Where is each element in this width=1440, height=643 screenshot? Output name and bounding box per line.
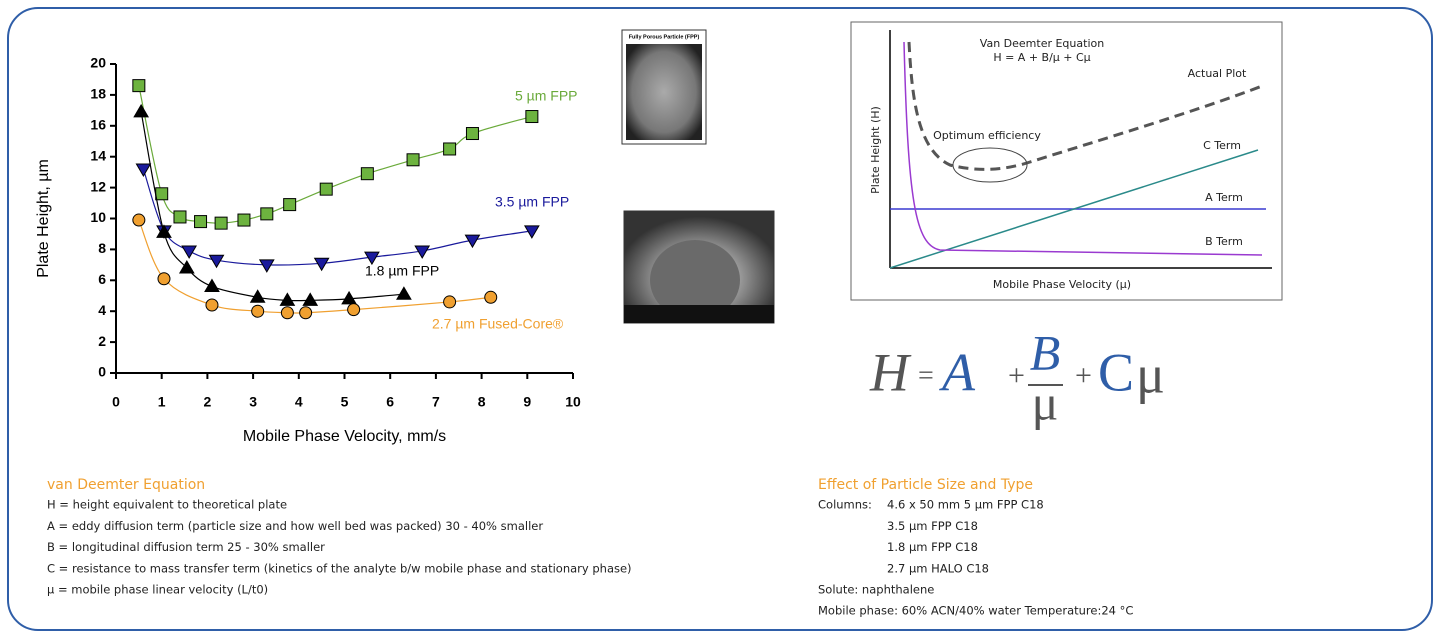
y-tick-label: 8 (98, 240, 106, 256)
series-label: 1.8 µm FPP (365, 263, 439, 279)
note-line: A = eddy diffusion term (particle size a… (47, 519, 543, 533)
diagram-title: Van Deemter Equation (980, 37, 1104, 50)
x-tick-label: 7 (432, 394, 440, 410)
x-tick-label: 8 (478, 394, 486, 410)
series-label: 3.5 µm FPP (495, 194, 569, 210)
series-line (139, 86, 532, 224)
equation-part: H (869, 342, 912, 402)
data-point (261, 208, 273, 220)
sem-bar (624, 305, 774, 323)
data-point (182, 246, 196, 258)
data-point (238, 214, 250, 226)
data-point (444, 296, 456, 308)
x-tick-label: 6 (386, 394, 394, 410)
equation-part: + (1008, 359, 1025, 392)
y-tick-label: 16 (90, 117, 106, 133)
data-point (485, 291, 497, 303)
data-point (252, 305, 264, 317)
x-tick-label: 5 (341, 394, 349, 410)
note-line: H = height equivalent to theoretical pla… (47, 498, 287, 512)
data-point (361, 168, 373, 180)
data-point (303, 293, 317, 305)
data-point (195, 216, 207, 228)
data-point (156, 188, 168, 200)
data-point (206, 299, 218, 311)
equation-part: A (939, 342, 976, 402)
sem-image (626, 44, 702, 140)
note-line: C = resistance to mass transfer term (ki… (47, 561, 632, 575)
data-point (205, 279, 219, 291)
notes-title: Effect of Particle Size and Type (818, 477, 1033, 493)
equation-part: = (918, 360, 934, 391)
diagram-x-label: Mobile Phase Velocity (µ) (993, 278, 1131, 291)
diagram-label: Actual Plot (1188, 67, 1247, 80)
equation-part: + (1075, 359, 1092, 392)
y-tick-label: 18 (90, 86, 106, 102)
y-tick-label: 12 (90, 178, 106, 194)
data-point (320, 183, 332, 195)
data-point (348, 304, 360, 316)
data-point (215, 217, 227, 229)
note-line: 4.6 x 50 mm 5 µm FPP C18 (887, 498, 1044, 512)
data-point (526, 111, 538, 123)
data-point (315, 258, 329, 270)
data-point (281, 307, 293, 319)
data-point (407, 154, 419, 166)
page: 02468101214161820012345678910Mobile Phas… (0, 0, 1440, 638)
equation-part: C (1098, 342, 1134, 402)
data-point (133, 80, 145, 92)
note-line: 3.5 µm FPP C18 (887, 519, 978, 533)
note-line: Solute: naphthalene (818, 583, 934, 597)
x-tick-label: 9 (523, 394, 531, 410)
equation-part: μ (1032, 374, 1059, 430)
diagram-y-label: Plate Height (H) (869, 106, 882, 194)
x-tick-label: 3 (249, 394, 257, 410)
equation-part: B (1030, 324, 1061, 380)
y-tick-label: 4 (98, 302, 106, 318)
note-line: 2.7 µm HALO C18 (887, 561, 989, 575)
y-tick-label: 6 (98, 271, 106, 287)
diagram-label: Optimum efficiency (933, 129, 1041, 142)
note-line: µ = mobile phase linear velocity (L/t0) (47, 583, 268, 597)
image-caption: Fully Porous Particle (FPP) (629, 34, 700, 40)
x-tick-label: 1 (158, 394, 166, 410)
x-tick-label: 2 (204, 394, 212, 410)
data-point (284, 199, 296, 211)
diagram-label: C Term (1203, 139, 1241, 152)
data-point (133, 214, 145, 226)
data-point (444, 143, 456, 155)
data-point (300, 307, 312, 319)
note-line: Columns: (818, 498, 872, 512)
data-point (342, 292, 356, 304)
y-tick-label: 20 (90, 55, 106, 71)
y-tick-label: 14 (90, 147, 106, 163)
data-point (136, 164, 150, 176)
series-label: 5 µm FPP (515, 88, 578, 104)
data-point (158, 273, 170, 285)
main-chart: 02468101214161820012345678910Mobile Phas… (35, 55, 581, 446)
data-point (466, 128, 478, 140)
x-tick-label: 4 (295, 394, 303, 410)
data-point (174, 211, 186, 223)
data-point (134, 105, 148, 117)
note-line: B = longitudinal diffusion term 25 - 30%… (47, 540, 325, 554)
data-point (280, 293, 294, 305)
equation-part: μ (1136, 344, 1165, 404)
diagram-label: B Term (1205, 235, 1243, 248)
diagram-equation: H = A + B/µ + Cµ (993, 51, 1090, 64)
y-tick-label: 10 (90, 209, 106, 225)
data-point (397, 287, 411, 299)
data-point (260, 260, 274, 272)
y-axis-label: Plate Height, µm (35, 159, 52, 278)
series-label: 2.7 µm Fused-Core® (432, 316, 564, 332)
x-tick-label: 0 (112, 394, 120, 410)
note-line: Mobile phase: 60% ACN/40% water Temperat… (818, 604, 1133, 618)
diagram-label: A Term (1205, 191, 1243, 204)
note-line: 1.8 µm FPP C18 (887, 540, 978, 554)
x-axis-label: Mobile Phase Velocity, mm/s (243, 428, 446, 445)
x-tick-label: 10 (565, 394, 581, 410)
notes-title: van Deemter Equation (47, 477, 205, 493)
y-tick-label: 0 (98, 364, 106, 380)
y-tick-label: 2 (98, 333, 106, 349)
